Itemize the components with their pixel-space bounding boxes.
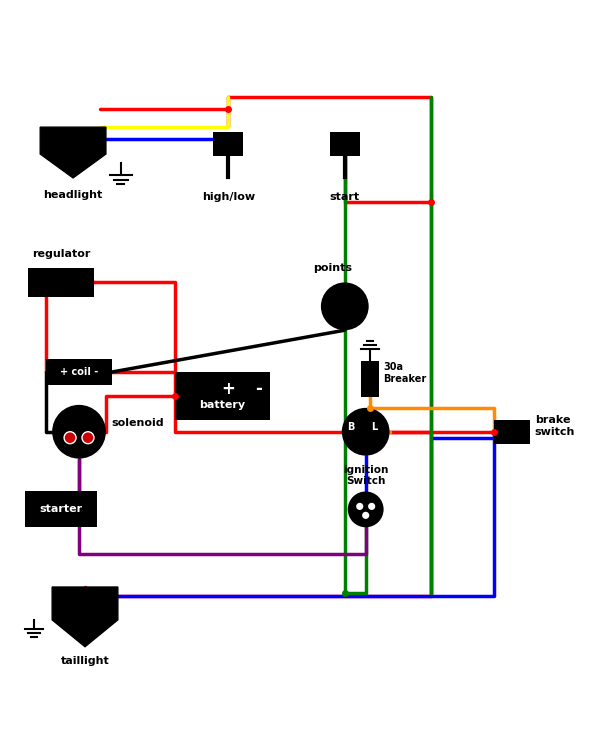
Text: taillight: taillight	[61, 656, 109, 666]
Text: 30a
Breaker: 30a Breaker	[383, 362, 426, 384]
Text: starter: starter	[40, 505, 83, 515]
Text: -: -	[255, 380, 262, 398]
Circle shape	[348, 491, 383, 527]
Text: high/low: high/low	[202, 192, 255, 202]
Text: battery: battery	[199, 400, 245, 410]
Polygon shape	[52, 587, 118, 646]
Text: +: +	[221, 380, 235, 398]
Circle shape	[82, 432, 94, 444]
Bar	[28, 268, 94, 297]
Bar	[361, 362, 379, 397]
Text: brake
switch: brake switch	[535, 415, 575, 436]
Circle shape	[368, 503, 375, 510]
Bar	[46, 359, 112, 386]
Text: start: start	[330, 192, 360, 202]
Polygon shape	[40, 128, 106, 178]
Text: regulator: regulator	[32, 248, 90, 259]
Text: B: B	[347, 422, 355, 432]
Text: solenoid: solenoid	[112, 418, 164, 428]
Circle shape	[356, 503, 364, 510]
Text: + coil -: + coil -	[60, 367, 98, 377]
Bar	[175, 372, 270, 420]
Bar	[330, 132, 360, 156]
Text: L: L	[371, 422, 378, 432]
Bar	[494, 420, 530, 444]
Circle shape	[64, 432, 76, 444]
Circle shape	[342, 408, 389, 456]
Circle shape	[321, 283, 368, 330]
Circle shape	[52, 405, 106, 458]
Bar	[25, 491, 97, 527]
Text: ignition
Switch: ignition Switch	[343, 464, 388, 486]
Bar	[214, 132, 243, 156]
Text: points: points	[313, 263, 352, 274]
Circle shape	[362, 512, 369, 519]
Text: headlight: headlight	[43, 190, 103, 200]
